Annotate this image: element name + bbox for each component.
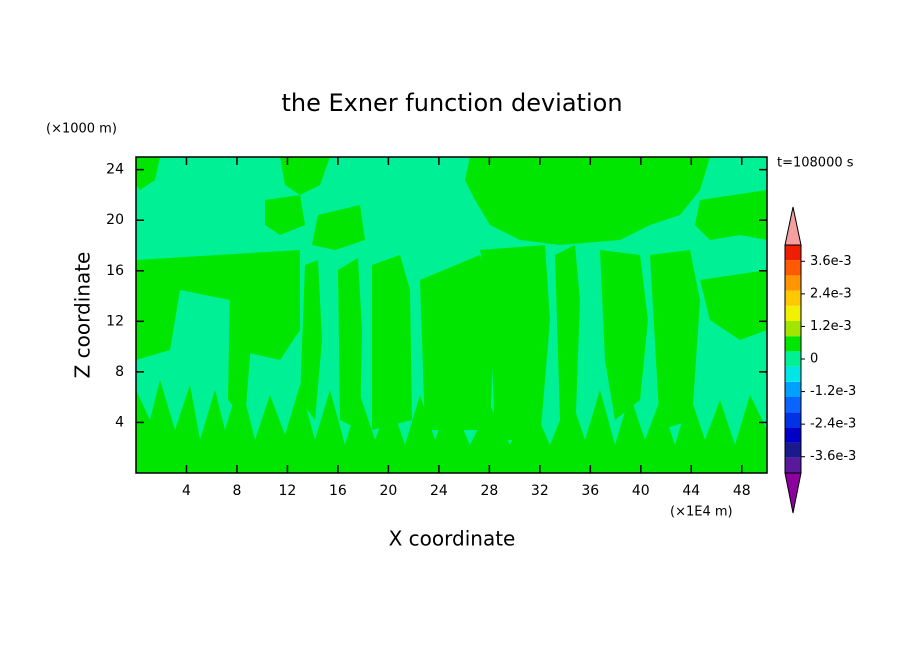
x-tick-label: 4 <box>182 483 191 499</box>
contour-field <box>136 157 767 473</box>
colorbar-segment <box>785 260 801 276</box>
x-tick-label: 12 <box>279 483 297 499</box>
x-tick-label: 24 <box>430 483 448 499</box>
x-tick-label: 36 <box>581 483 599 499</box>
plot-frame <box>135 156 768 474</box>
colorbar-tick-label: -1.2e-3 <box>810 384 856 399</box>
x-unit: (×1E4 m) <box>670 505 733 520</box>
colorbar-tick-label: -3.6e-3 <box>810 449 856 464</box>
y-tick-label: 4 <box>115 414 124 430</box>
colorbar-segment <box>785 245 801 261</box>
x-tick-label: 16 <box>329 483 347 499</box>
colorbar-segment <box>785 366 801 382</box>
colorbar-over <box>784 206 802 246</box>
colorbar-segment <box>785 305 801 321</box>
colorbar-tick-label: 2.4e-3 <box>810 286 852 301</box>
x-tick-label: 48 <box>733 483 751 499</box>
x-tick-label: 28 <box>480 483 498 499</box>
colorbar-tick-label: 1.2e-3 <box>810 319 852 334</box>
y-tick-label: 12 <box>106 313 124 329</box>
y-axis-label: Z coordinate <box>71 252 95 379</box>
colorbar-segment <box>785 336 801 352</box>
y-tick-label: 24 <box>106 162 124 178</box>
annotation: t=108000 s <box>777 156 854 171</box>
x-tick-label: 44 <box>682 483 700 499</box>
colorbar-segment <box>785 442 801 458</box>
x-tick-label: 32 <box>531 483 549 499</box>
colorbar-tick-label: 0 <box>810 352 818 367</box>
x-axis-label: X coordinate <box>389 527 516 551</box>
x-tick-label: 20 <box>379 483 397 499</box>
colorbar-tick-label: -2.4e-3 <box>810 417 856 432</box>
colorbar-segment <box>785 381 801 397</box>
x-tick-label: 8 <box>232 483 241 499</box>
field-regions <box>136 157 767 473</box>
colorbar-segment <box>785 290 801 306</box>
x-tick-label: 40 <box>632 483 650 499</box>
colorbar-tick-label: 3.6e-3 <box>810 254 852 269</box>
colorbar-segment <box>785 351 801 367</box>
y-tick-label: 20 <box>106 212 124 228</box>
colorbar-segment <box>785 275 801 291</box>
y-unit: (×1000 m) <box>46 122 117 137</box>
y-tick-label: 8 <box>115 364 124 380</box>
chart-title: the Exner function deviation <box>281 89 622 117</box>
colorbar-segment <box>785 321 801 337</box>
colorbar-under <box>784 472 802 514</box>
colorbar-segment <box>785 457 801 473</box>
colorbar-segment <box>785 412 801 428</box>
y-tick-label: 16 <box>106 263 124 279</box>
colorbar-segment <box>785 397 801 413</box>
colorbar-segment <box>785 427 801 443</box>
